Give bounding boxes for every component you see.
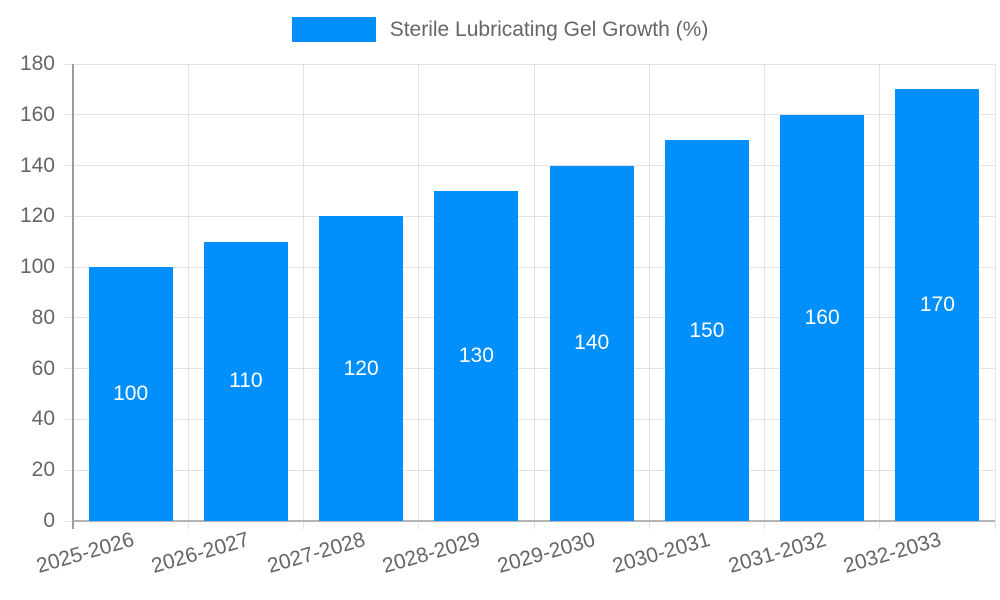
bar[interactable]: [664, 140, 749, 521]
gridline-h: [65, 114, 995, 116]
y-axis-tick-label: 160: [19, 102, 55, 126]
y-axis-tick-label: 140: [19, 153, 55, 177]
bar-value-label: 100: [113, 382, 149, 406]
gridline-v: [648, 64, 650, 529]
y-axis-tick-label: 20: [31, 458, 55, 482]
legend-item[interactable]: Sterile Lubricating Gel Growth (%): [0, 17, 1000, 42]
x-axis-tick-label: 2032-2033: [840, 528, 944, 578]
gridline-h: [65, 418, 995, 420]
gridline-v: [764, 64, 765, 529]
bar[interactable]: [319, 216, 404, 521]
y-axis-tick-label: 0: [43, 509, 55, 532]
x-axis-tick-label: 2030-2031: [610, 528, 714, 578]
bar[interactable]: [549, 165, 634, 521]
gridline-h: [65, 368, 995, 370]
bar-value-label: 120: [343, 356, 379, 380]
x-axis-line: [73, 520, 995, 522]
bar[interactable]: [895, 89, 980, 521]
bar[interactable]: [203, 241, 288, 521]
gridline-h: [65, 63, 995, 65]
bar[interactable]: [88, 267, 173, 521]
x-axis-tick-label: 2027-2028: [264, 528, 368, 578]
bar-value-label: 130: [458, 343, 494, 367]
gridline-v: [994, 64, 996, 529]
x-axis-tick-label: 2025-2026: [34, 528, 137, 578]
y-axis-tick-label: 100: [19, 255, 55, 279]
y-axis-tick-label: 60: [31, 356, 55, 380]
bar-value-label: 160: [804, 305, 840, 329]
y-axis-tick-label: 180: [19, 52, 55, 75]
gridline-h: [65, 469, 995, 471]
gridline-h: [65, 215, 995, 217]
bar-value-label: 140: [574, 331, 610, 355]
bar-value-label: 150: [689, 318, 725, 342]
gridline-h: [65, 266, 995, 268]
x-axis-tick-label: 2029-2030: [495, 528, 598, 578]
bar-value-label: 170: [919, 293, 955, 317]
gridline-v: [187, 64, 189, 529]
x-axis-tick-label: 2031-2032: [725, 528, 829, 578]
bar-value-label: 110: [229, 369, 263, 393]
gridline-h: [65, 317, 995, 319]
x-axis-tick-label: 2026-2027: [149, 528, 253, 578]
y-axis-tick-label: 40: [31, 407, 55, 431]
bar[interactable]: [780, 114, 865, 521]
gridline-v: [879, 64, 881, 529]
y-axis-tick-label: 80: [31, 305, 55, 329]
legend-label: Sterile Lubricating Gel Growth (%): [389, 18, 709, 41]
bar[interactable]: [434, 190, 519, 521]
legend-swatch: [291, 17, 376, 42]
y-axis-tick-label: 120: [19, 204, 55, 228]
gridline-v: [303, 64, 304, 529]
gridline-v: [533, 64, 535, 529]
y-axis-line: [72, 64, 74, 529]
x-axis-tick-label: 2028-2029: [379, 528, 483, 578]
gridline-v: [418, 64, 420, 529]
gridline-h: [65, 165, 995, 167]
